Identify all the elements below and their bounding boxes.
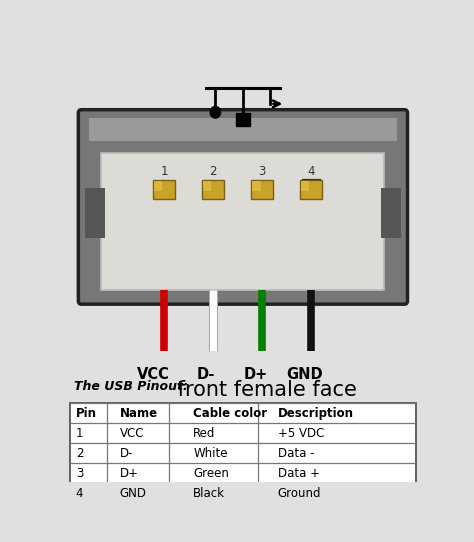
Text: 3: 3	[258, 165, 266, 178]
Bar	[381, 188, 401, 238]
Bar	[153, 180, 175, 198]
Text: D+: D+	[120, 467, 139, 480]
Bar	[301, 182, 310, 191]
Bar	[252, 182, 272, 200]
Bar	[89, 118, 397, 141]
Text: 1: 1	[76, 427, 83, 440]
Text: GND: GND	[120, 487, 147, 500]
Text: Red: Red	[193, 427, 216, 440]
Text: The USB Pinout:: The USB Pinout:	[74, 380, 188, 393]
Bar	[202, 180, 224, 198]
Bar	[154, 182, 174, 200]
Bar	[300, 180, 322, 198]
Text: 2: 2	[76, 447, 83, 460]
Text: GND: GND	[286, 367, 323, 382]
Text: Cable color: Cable color	[193, 406, 267, 420]
Text: 4: 4	[76, 487, 83, 500]
Text: Data +: Data +	[278, 467, 320, 480]
Bar	[202, 182, 223, 200]
Text: Ground: Ground	[278, 487, 321, 500]
Text: +5 VDC: +5 VDC	[278, 427, 324, 440]
Bar	[101, 153, 384, 291]
Text: Black: Black	[193, 487, 225, 500]
Text: VCC: VCC	[137, 367, 169, 382]
Circle shape	[210, 106, 220, 118]
Text: Description: Description	[278, 406, 354, 420]
Bar	[251, 180, 273, 198]
FancyBboxPatch shape	[78, 109, 408, 304]
Text: Data -: Data -	[278, 447, 314, 460]
Bar	[253, 182, 261, 191]
Text: VCC: VCC	[120, 427, 145, 440]
Text: Green: Green	[193, 467, 229, 480]
Text: D-: D-	[197, 367, 215, 382]
Text: 2: 2	[209, 165, 217, 178]
Text: 3: 3	[76, 467, 83, 480]
Text: 4: 4	[307, 165, 315, 178]
Text: front female face: front female face	[171, 380, 357, 400]
Text: Name: Name	[120, 406, 158, 420]
Text: 1: 1	[160, 165, 168, 178]
Text: Pin: Pin	[76, 406, 97, 420]
Text: White: White	[193, 447, 228, 460]
Bar	[70, 403, 416, 504]
Bar	[85, 188, 105, 238]
Bar	[237, 113, 249, 126]
Bar	[301, 182, 321, 200]
Text: D+: D+	[244, 367, 268, 382]
Bar	[203, 182, 211, 191]
Bar	[155, 182, 163, 191]
Text: D-: D-	[120, 447, 133, 460]
